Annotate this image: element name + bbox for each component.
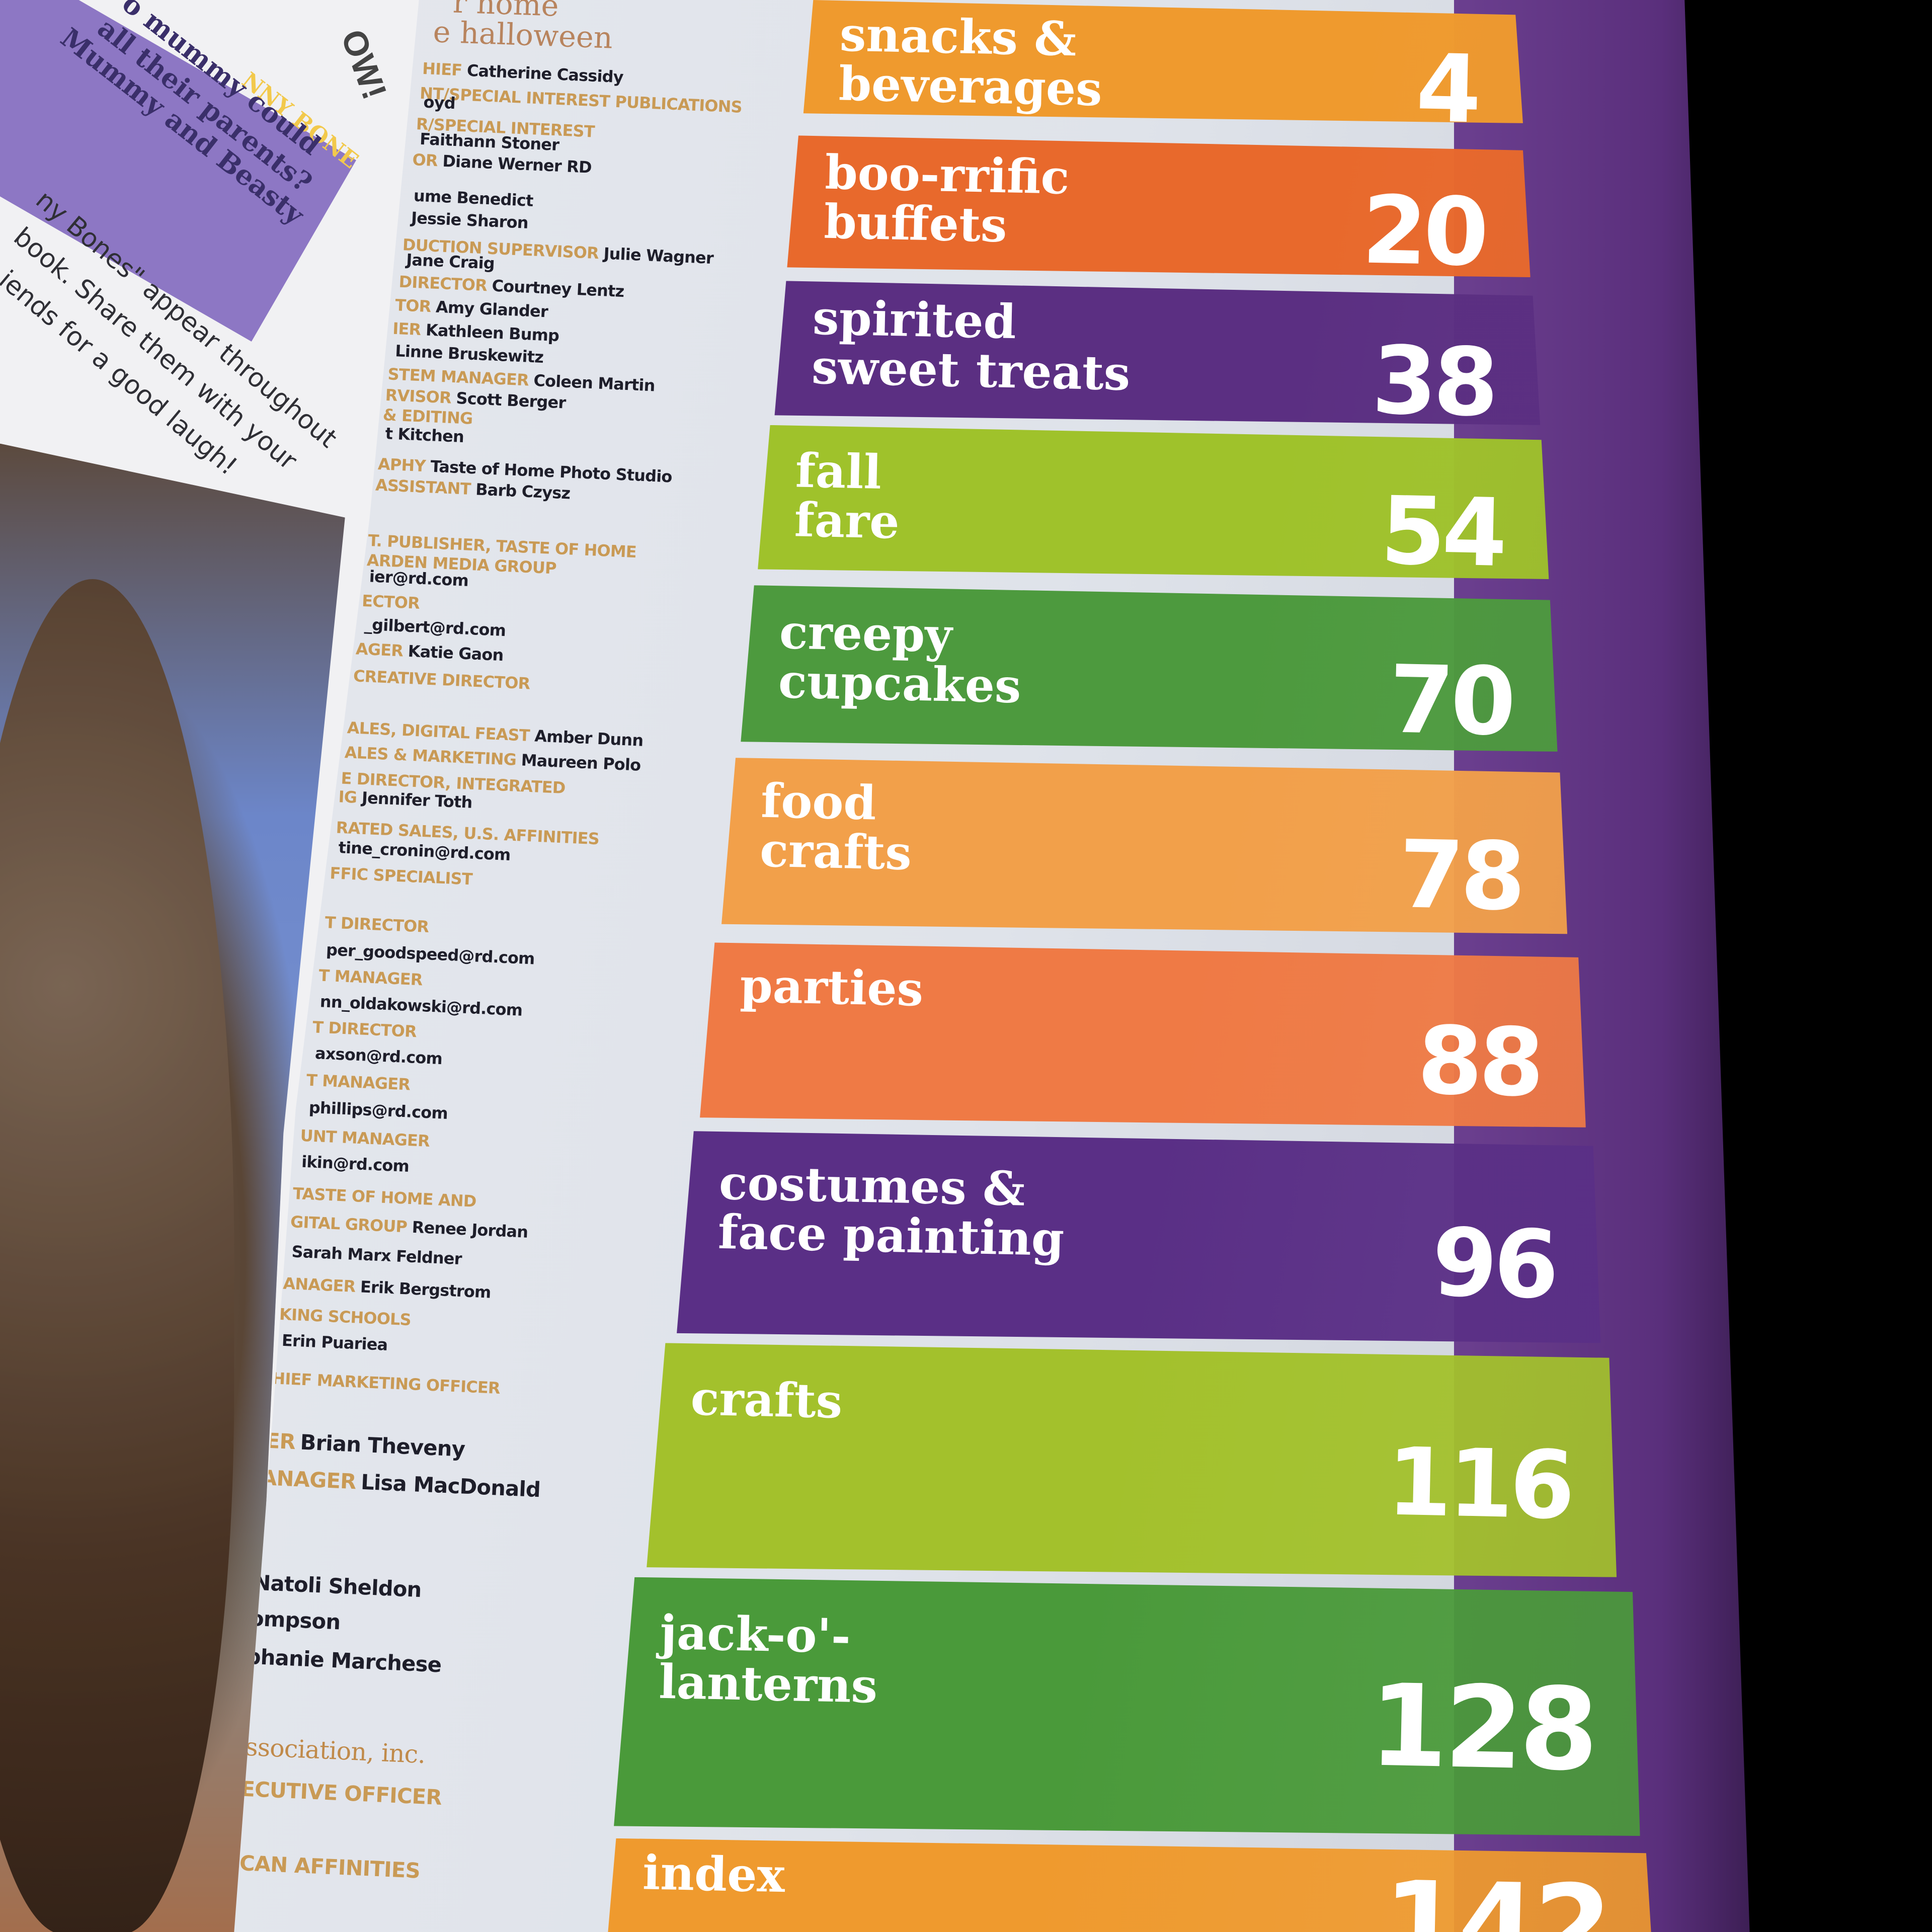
masthead-role: OR xyxy=(412,151,438,172)
masthead-role: ECTOR xyxy=(361,592,420,614)
masthead-line: oyd xyxy=(419,94,456,114)
masthead-name: Jane Craig xyxy=(405,252,495,274)
masthead-line: t Kitchen xyxy=(380,425,465,447)
masthead-name: oyd xyxy=(423,94,456,114)
masthead-name: ompson xyxy=(249,1606,341,1636)
toc-section-title: parties xyxy=(740,957,924,1017)
toc-page-number: 20 xyxy=(1361,175,1486,287)
food-item-image xyxy=(0,579,234,1932)
sound-effect-text: OW! xyxy=(334,24,394,105)
masthead-role xyxy=(364,568,365,587)
masthead-role xyxy=(390,343,391,361)
toc-page-number: 142 xyxy=(1381,1857,1610,1932)
toc-section-title: spirited sweet treats xyxy=(810,289,1131,401)
toc-page-number: 128 xyxy=(1367,1660,1596,1797)
toc-page-number: 88 xyxy=(1416,1005,1542,1118)
masthead-role: HIEF xyxy=(422,60,463,81)
masthead-role: ANAGER xyxy=(282,1275,356,1297)
masthead-role xyxy=(419,94,420,112)
toc-section-title: fall fare xyxy=(794,442,901,549)
masthead-role: TOR xyxy=(395,297,432,317)
masthead-line: ompson xyxy=(244,1606,341,1636)
toc-section-title: boo-rrific buffets xyxy=(823,144,1070,253)
toc-section-title: creepy cupcakes xyxy=(778,604,1022,714)
toc-section-title: crafts xyxy=(690,1370,843,1429)
toc-page-number: 70 xyxy=(1388,644,1513,757)
masthead-role xyxy=(380,425,381,444)
masthead-title-line: e halloween xyxy=(432,15,613,56)
masthead-role: IER xyxy=(392,320,422,340)
toc-section-title: food crafts xyxy=(759,772,913,880)
toc-section-title: index xyxy=(641,1844,785,1903)
masthead-role xyxy=(321,941,322,960)
masthead-name xyxy=(560,560,561,579)
toc-page-number: 96 xyxy=(1431,1208,1557,1320)
masthead-role: DIRECTOR xyxy=(397,273,487,296)
toc-section-title: snacks & beverages xyxy=(838,6,1102,117)
toc-section-title: jack-o'- lanterns xyxy=(658,1604,878,1714)
toc-page-number: 54 xyxy=(1379,475,1505,588)
masthead-role: IG xyxy=(339,788,358,808)
toc-page-number: 116 xyxy=(1386,1426,1573,1541)
masthead-role xyxy=(297,1153,298,1172)
toc-page-number: 4 xyxy=(1415,33,1479,144)
toc-page-number: 78 xyxy=(1398,819,1523,931)
masthead-role: RVISOR xyxy=(384,386,452,409)
toc-section-title: costumes & face painting xyxy=(717,1154,1065,1267)
masthead-role xyxy=(315,993,316,1012)
masthead-role: ANAGER xyxy=(260,1466,357,1495)
toc-page-number: 38 xyxy=(1371,326,1496,438)
masthead-line: ECTOR xyxy=(361,593,425,614)
masthead-role: APHY xyxy=(377,456,426,476)
masthead-name: t Kitchen xyxy=(385,425,465,447)
masthead-role: AGER xyxy=(355,640,404,662)
